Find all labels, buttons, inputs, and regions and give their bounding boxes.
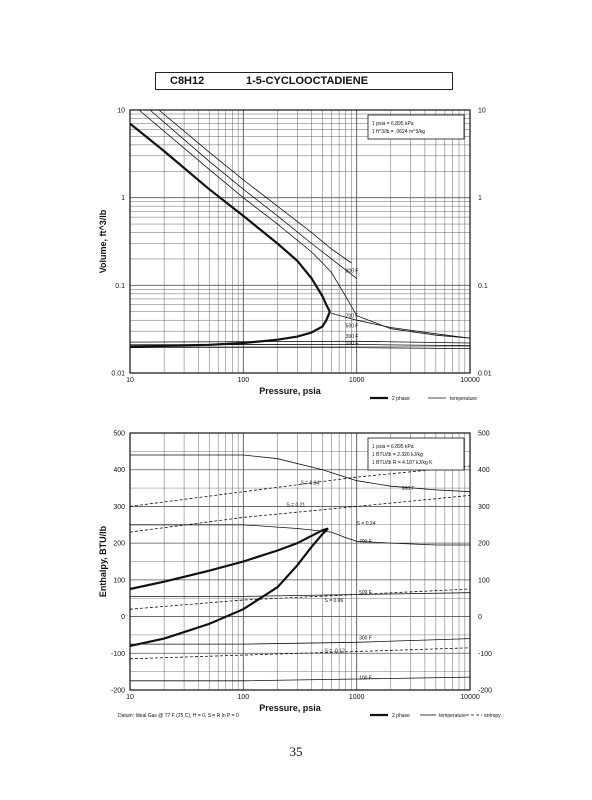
chart2-series-line-11 — [129, 647, 471, 660]
compound-name: 1-5-CYCLOOCTADIENE — [246, 75, 369, 87]
page-number: 35 — [289, 744, 303, 759]
chart2-series-line-5 — [130, 592, 471, 597]
chart2-x-tick-label: 100 — [237, 694, 249, 701]
chart2-y-tick-label-right: 500 — [478, 431, 490, 438]
chart2-y-tick-label-right: 200 — [478, 541, 490, 548]
chart1-y-tick-label-right: 0.01 — [478, 371, 492, 378]
chart1-y-tick-label-right: 10 — [478, 108, 486, 115]
chart1-series-line-4 — [149, 109, 357, 279]
chart2-annotation: 500 F — [359, 590, 372, 596]
chart1-x-tick-label: 1000 — [349, 377, 365, 384]
chart1-y-axis-label: Volume, ft^3/lb — [98, 209, 108, 273]
chart2-series-line-2 — [129, 527, 329, 647]
chart2-y-tick-label-right: 0 — [478, 614, 482, 621]
chart1-x-tick-label: 100 — [237, 377, 249, 384]
chart2-series-line-3 — [130, 454, 471, 493]
chart1-series-line-9 — [130, 347, 471, 349]
chart2-annotation: S = 0.24 — [357, 521, 376, 527]
chart1-unit-note-line: 1 psia = 6.895 kPa — [372, 121, 414, 127]
chart2-y-tick-label: 400 — [113, 467, 125, 474]
chart2-frame — [129, 432, 471, 691]
chart1-frame — [129, 109, 471, 374]
chart1-series-line-6 — [331, 312, 471, 339]
chart1-y-tick-label: 1 — [121, 195, 125, 202]
chart2-y-tick-label: -200 — [111, 688, 125, 695]
chart2-y-tick-label-right: 300 — [478, 504, 490, 511]
chart2-y-tick-label-right: 100 — [478, 577, 490, 584]
chart2-annotation: 300 F — [359, 635, 372, 641]
chart1-legend-two-phase-label: 2 phase — [392, 396, 410, 402]
chart1-series-line-8 — [129, 343, 471, 347]
chart2-legend-entropy-label: entropy — [484, 713, 501, 719]
chart2-series-line-6 — [130, 638, 471, 645]
chart1-x-axis-label: Pressure, psia — [259, 386, 322, 396]
chart2-y-tick-label-right: -200 — [478, 688, 492, 695]
chart1-annotation: 500 F — [346, 324, 359, 330]
chart2-unit-note-line: 1 psia = 6.895 kPa — [372, 444, 414, 450]
chart2-y-tick-label: 100 — [113, 577, 125, 584]
chart2-series-line-7 — [130, 676, 471, 682]
chart1-unit-note-box — [367, 114, 465, 140]
chart2-y-tick-label: 300 — [113, 504, 125, 511]
chemical-formula: C8H12 — [170, 75, 205, 87]
chart2-legend-two-phase-label: 2 phase — [392, 713, 410, 719]
chart2-series-line-1 — [129, 527, 329, 591]
chart2-x-tick-label: 10 — [126, 694, 134, 701]
chart2-y-tick-label: 500 — [113, 431, 125, 438]
chart2-y-tick-label: -100 — [111, 651, 125, 658]
chart1-series-line-3 — [138, 109, 471, 339]
chart1-x-tick-label: 10 — [126, 377, 134, 384]
chart1-series-line-7 — [129, 340, 471, 344]
chart1-y-tick-label-right: 1 — [478, 195, 482, 202]
chart2-annotation: S = 0.34 — [301, 480, 320, 486]
chart1-series-line-5 — [158, 109, 352, 264]
chart2-y-tick-label-right: 400 — [478, 467, 490, 474]
chart2-x-tick-label: 1000 — [349, 694, 365, 701]
chart2-y-axis-label: Enthalpy, BTU/lb — [98, 525, 108, 597]
chart2-y-tick-label: 200 — [113, 541, 125, 548]
chart2-series-line-8 — [129, 465, 471, 507]
chart2-x-tick-label: 10000 — [460, 694, 480, 701]
chart2-x-axis-label: Pressure, psia — [259, 703, 322, 713]
chart1-y-tick-label: 0.01 — [111, 371, 125, 378]
chart2-annotation: 900 F — [402, 486, 415, 492]
chart1-unit-note-line: 1 ft^3/lb = .0624 m^3/kg — [372, 129, 425, 135]
chart1-y-tick-label: 10 — [117, 108, 125, 115]
chart2-y-tick-label: 0 — [121, 614, 125, 621]
chart2-y-tick-label-right: -100 — [478, 651, 492, 658]
chart2-annotation: 700 F — [359, 539, 372, 545]
chart1-y-tick-label: 0.1 — [115, 283, 125, 290]
chart1-y-tick-label-right: 0.1 — [478, 283, 488, 290]
chart2-series-line-4 — [130, 524, 470, 546]
chart1-annotation: 700 F — [346, 313, 359, 319]
chart2-series-line-9 — [129, 495, 471, 533]
chart1-legend-temperature-label: temperature — [450, 396, 477, 402]
chart1-annotation: 800 F — [346, 269, 359, 275]
chart2-unit-note-box — [367, 437, 465, 471]
chart2-annotation: S = 0.06 — [324, 598, 343, 604]
chart2-annotation: 100 F — [359, 676, 372, 682]
chart1-annotation: 100 F — [346, 341, 359, 347]
chart2-unit-note-line: 1 BTU/lb = 2.326 kJ/kg — [372, 452, 423, 458]
chart1-annotation: 300 F — [346, 334, 359, 340]
chart1-x-tick-label: 10000 — [460, 377, 480, 384]
chart2-series-line-10 — [129, 588, 471, 610]
title-box: C8H12 1-5-CYCLOOCTADIENE — [155, 72, 453, 90]
chart2-datum-note: Datum: Ideal Gas @ 77 F (25 C), H = 0, S… — [118, 713, 239, 719]
chart2-legend-temperature-label: temperature — [439, 713, 466, 719]
chart2-annotation: S = 0.21 — [286, 502, 305, 508]
chart2-annotation: S = -0.12 — [324, 649, 345, 655]
chart1-series-line-1 — [129, 122, 331, 313]
chart1-series-line-2 — [129, 311, 331, 348]
chart2-unit-note-line: 1 BTU/lb R = 4.187 kJ/kg K — [372, 460, 433, 466]
